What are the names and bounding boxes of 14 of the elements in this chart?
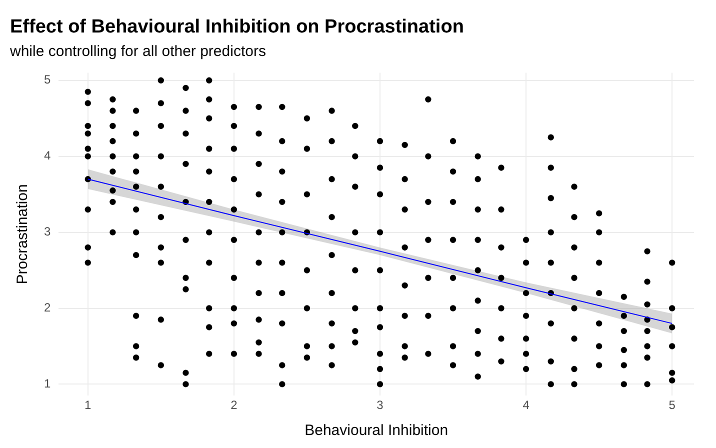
x-tick-label: 3 <box>376 398 384 412</box>
x-tick-label: 1 <box>84 398 92 412</box>
y-tick-label: 3 <box>44 224 51 239</box>
x-tick-label: 4 <box>522 398 530 412</box>
x-tick-label: 5 <box>668 398 676 412</box>
y-tick-label: 1 <box>44 376 51 391</box>
y-axis-title: Procrastination <box>14 184 32 284</box>
y-tick-label: 5 <box>44 72 51 87</box>
x-axis-title: Behavioural Inhibition <box>304 422 448 440</box>
chart-title: Effect of Behavioural Inhibition on Procrastination <box>10 16 464 38</box>
chart-subtitle: while controlling for all other predictors <box>9 42 266 60</box>
y-tick-label: 4 <box>44 148 51 163</box>
y-tick-label: 2 <box>44 300 51 315</box>
x-tick-label: 2 <box>230 398 238 412</box>
